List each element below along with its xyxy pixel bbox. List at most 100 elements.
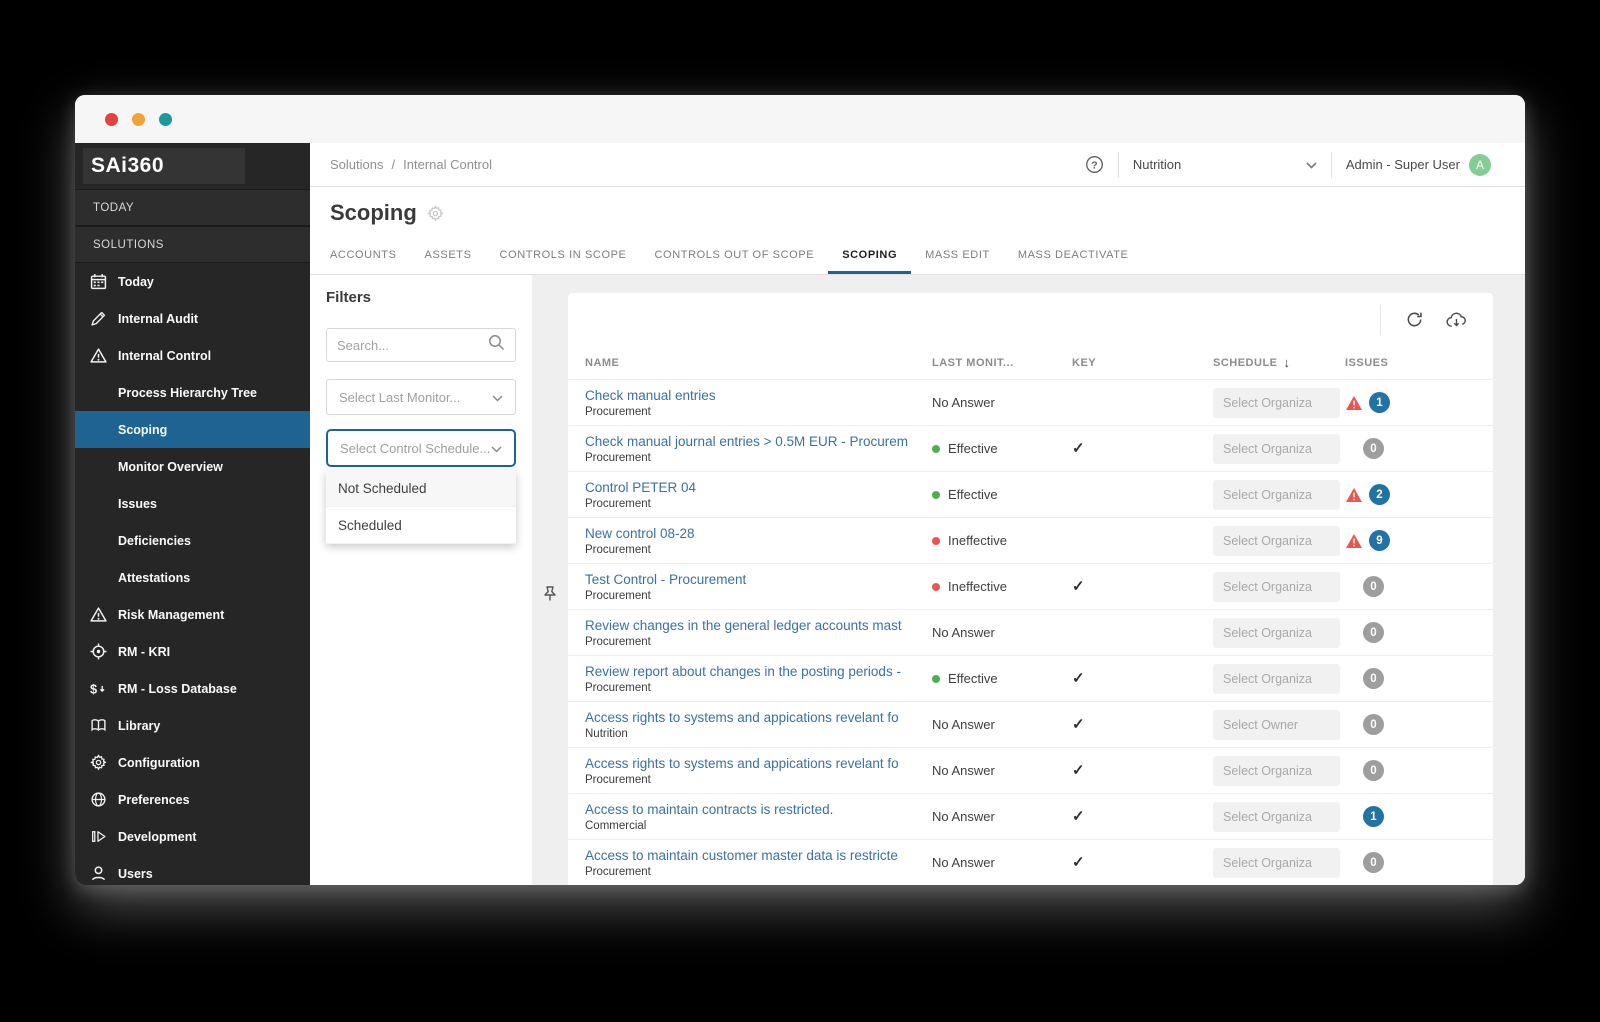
column-header-key[interactable]: KEY [1072, 356, 1097, 369]
search-input[interactable] [337, 337, 488, 353]
window-zoom-button[interactable] [159, 112, 172, 126]
dropdown-option-scheduled[interactable]: Scheduled [326, 507, 516, 544]
column-header-issues[interactable]: ISSUES [1345, 356, 1389, 369]
sidebar-item-rm-kri[interactable]: RM - KRI [75, 633, 310, 670]
control-name-link[interactable]: Review changes in the general ledger acc… [585, 617, 902, 633]
select-organization-button[interactable]: Select Owner [1213, 709, 1340, 740]
select-organization-button[interactable]: Select Organiza [1213, 571, 1340, 602]
last-monitor-label: Ineffective [948, 533, 1008, 548]
column-header-name[interactable]: NAME [585, 356, 620, 369]
sidebar-item-today[interactable]: Today [75, 263, 310, 300]
sidebar-item-label: Scoping [118, 422, 168, 437]
control-category: Procurement [585, 865, 651, 878]
control-name-link[interactable]: Access rights to systems and appications… [585, 709, 899, 725]
issues-count-badge: 0 [1363, 760, 1384, 781]
window-close-button[interactable] [105, 112, 118, 126]
last-monitor-select[interactable]: Select Last Monitor... [326, 379, 516, 415]
filters-title: Filters [326, 289, 372, 306]
name-cell: Access to maintain contracts is restrict… [585, 802, 932, 832]
tab-assets[interactable]: ASSETS [424, 249, 472, 261]
select-organization-button[interactable]: Select Organiza [1213, 479, 1340, 510]
context-selector-value: Nutrition [1132, 157, 1182, 172]
tab-accounts[interactable]: ACCOUNTS [330, 249, 397, 261]
control-name-link[interactable]: Check manual entries [585, 387, 716, 403]
key-cell: ✓ [1072, 853, 1213, 872]
sidebar-item-monitor-overview[interactable]: Monitor Overview [75, 448, 310, 485]
select-organization-button[interactable]: Select Organiza [1213, 847, 1340, 878]
sidebar-group-solutions[interactable]: SOLUTIONS [75, 226, 310, 263]
sidebar-item-deficiencies[interactable]: Deficiencies [75, 522, 310, 559]
sidebar-item-rm-loss-database[interactable]: $ RM - Loss Database [75, 670, 310, 707]
sidebar-item-internal-control[interactable]: Internal Control [75, 337, 310, 374]
user-menu[interactable]: Admin - Super User A [1346, 153, 1491, 176]
control-name-link[interactable]: Test Control - Procurement [585, 571, 747, 587]
control-name-link[interactable]: Access to maintain contracts is restrict… [585, 801, 834, 817]
issues-count-badge: 0 [1363, 668, 1384, 689]
cloud-download-icon[interactable] [1446, 311, 1467, 329]
context-selector[interactable]: Nutrition [1133, 157, 1317, 172]
control-schedule-select[interactable]: Select Control Schedule... [326, 429, 516, 467]
table-row: Access rights to systems and appications… [568, 747, 1493, 793]
svg-text:$: $ [90, 681, 97, 696]
control-category: Procurement [585, 681, 651, 694]
select-organization-button[interactable]: Select Organiza [1213, 801, 1340, 832]
dropdown-option-not-scheduled[interactable]: Not Scheduled [326, 470, 516, 507]
control-name-link[interactable]: Access to maintain customer master data … [585, 847, 898, 863]
alert-triangle-icon [89, 606, 107, 623]
sidebar-item-library[interactable]: Library [75, 707, 310, 744]
breadcrumb-internal-control[interactable]: Internal Control [403, 157, 492, 172]
sidebar-item-process-hierarchy-tree[interactable]: Process Hierarchy Tree [75, 374, 310, 411]
select-organization-button[interactable]: Select Organiza [1213, 617, 1340, 648]
key-checkmark-icon: ✓ [1072, 440, 1085, 457]
name-cell: New control 08-28 Procurement [585, 526, 932, 556]
sidebar-item-scoping[interactable]: Scoping [75, 411, 310, 448]
control-name-link[interactable]: Review report about changes in the posti… [585, 663, 901, 679]
select-organization-button[interactable]: Select Organiza [1213, 433, 1340, 464]
sidebar-item-users[interactable]: Users [75, 855, 310, 885]
table-row: Review changes in the general ledger acc… [568, 609, 1493, 655]
issues-cell: 0 [1345, 760, 1493, 781]
refresh-icon[interactable] [1405, 310, 1424, 329]
tab-controls-in-scope[interactable]: CONTROLS IN SCOPE [499, 249, 627, 261]
sidebar-item-label: Risk Management [118, 607, 225, 622]
issues-count-badge: 1 [1369, 392, 1390, 413]
sidebar-item-configuration[interactable]: Configuration [75, 744, 310, 781]
page-settings-gear-icon[interactable] [427, 205, 444, 222]
last-monitor-cell: No Answer [932, 855, 1072, 870]
column-header-schedule-label: SCHEDULE [1213, 356, 1278, 369]
pin-filters-icon[interactable] [540, 303, 560, 885]
sidebar-item-attestations[interactable]: Attestations [75, 559, 310, 596]
tab-controls-out-of-scope[interactable]: CONTROLS OUT OF SCOPE [654, 249, 815, 261]
sidebar-item-label: Deficiencies [118, 533, 191, 548]
control-name-link[interactable]: Control PETER 04 [585, 479, 697, 495]
sidebar-item-risk-management[interactable]: Risk Management [75, 596, 310, 633]
select-organization-button[interactable]: Select Organiza [1213, 387, 1340, 418]
sidebar-item-issues[interactable]: Issues [75, 485, 310, 522]
control-name-link[interactable]: Access rights to systems and appications… [585, 755, 899, 771]
sidebar-group-today[interactable]: TODAY [75, 189, 310, 226]
sidebar-item-label: RM - KRI [118, 644, 171, 659]
sidebar-item-internal-audit[interactable]: Internal Audit [75, 300, 310, 337]
select-organization-button[interactable]: Select Organiza [1213, 525, 1340, 556]
sidebar-nav: Today Internal Audit Internal Control Proce… [75, 263, 310, 885]
window-minimize-button[interactable] [132, 112, 145, 126]
column-header-last-monitor[interactable]: LAST MONIT... [932, 356, 1014, 369]
sidebar-item-development[interactable]: Development [75, 818, 310, 855]
tab-mass-deactivate[interactable]: MASS DEACTIVATE [1017, 249, 1129, 261]
breadcrumb-solutions[interactable]: Solutions [330, 157, 384, 172]
select-organization-button[interactable]: Select Organiza [1213, 755, 1340, 786]
issues-count-badge: 0 [1363, 714, 1384, 735]
control-name-link[interactable]: Check manual journal entries > 0.5M EUR … [585, 433, 909, 449]
sidebar-item-label: RM - Loss Database [118, 681, 237, 696]
help-icon[interactable]: ? [1085, 155, 1104, 174]
last-monitor-cell: No Answer [932, 809, 1072, 824]
name-cell: Access rights to systems and appications… [585, 756, 932, 786]
select-organization-button[interactable]: Select Organiza [1213, 663, 1340, 694]
logo-background: SAi360 [83, 148, 245, 184]
sidebar-item-preferences[interactable]: Preferences [75, 781, 310, 818]
column-header-schedule[interactable]: SCHEDULE ↓ [1213, 355, 1345, 370]
tab-mass-edit[interactable]: MASS EDIT [925, 249, 990, 261]
control-name-link[interactable]: New control 08-28 [585, 525, 695, 541]
tab-scoping[interactable]: SCOPING [828, 239, 912, 274]
issues-cell: 1 [1345, 806, 1493, 827]
